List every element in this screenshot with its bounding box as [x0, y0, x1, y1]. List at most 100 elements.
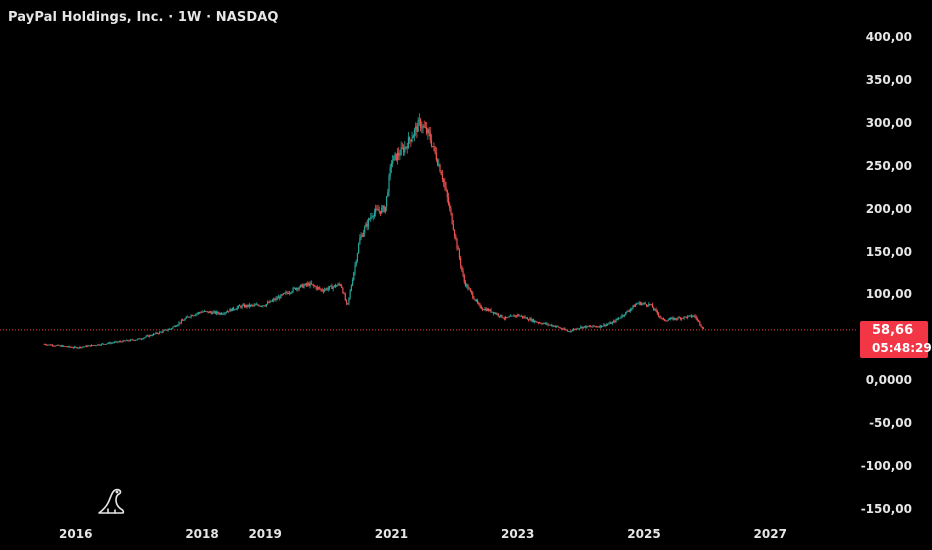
dinosaur-icon[interactable] — [95, 485, 129, 519]
candle-body — [608, 323, 610, 325]
candle-body — [349, 290, 351, 298]
candle-body — [538, 322, 541, 324]
candle-body — [152, 333, 155, 336]
candle-body — [432, 146, 434, 147]
candle-body — [178, 322, 180, 325]
candle-body — [86, 345, 88, 347]
y-tick-label: -150,00 — [860, 502, 912, 516]
candle-body — [281, 294, 283, 296]
y-tick-label: 0,0000 — [865, 373, 912, 388]
candle-body — [241, 305, 243, 308]
candle-body — [162, 330, 164, 333]
candle-body — [235, 309, 237, 310]
candle-body — [188, 316, 190, 318]
candle-body — [566, 330, 569, 332]
candle-body — [487, 309, 490, 312]
candle-body — [530, 318, 532, 322]
candle-body — [372, 216, 374, 217]
candle-body — [106, 343, 108, 345]
candle-body — [518, 314, 520, 317]
candle-body — [266, 302, 269, 305]
candle-body — [370, 216, 372, 220]
candle-body — [626, 311, 628, 312]
candle-body — [99, 345, 101, 346]
candle-body — [293, 287, 295, 289]
candle-body — [316, 287, 318, 289]
candle-body — [81, 346, 83, 348]
candle-body — [376, 208, 378, 210]
candle-body — [479, 304, 481, 307]
candle-body — [672, 317, 674, 320]
candle-body — [320, 289, 322, 290]
candle-body — [183, 320, 185, 321]
candle-body — [98, 344, 100, 346]
candle-body — [54, 345, 56, 347]
candle-body — [475, 300, 478, 301]
candle-body — [426, 127, 428, 134]
candle-body — [297, 287, 299, 290]
candle-body — [212, 312, 214, 314]
candle-body — [245, 305, 247, 308]
candle-body — [696, 318, 698, 320]
candle-body — [133, 340, 135, 341]
candle-body — [338, 284, 340, 285]
candle-body — [138, 338, 140, 340]
candle-body — [565, 329, 567, 331]
candle-body — [577, 328, 580, 330]
candle-body — [270, 300, 272, 302]
candle-body — [163, 330, 165, 331]
candle-body — [290, 292, 292, 294]
candle-body — [70, 347, 72, 348]
candle-body — [555, 325, 558, 327]
candle-body — [287, 292, 289, 294]
candle-body — [116, 341, 118, 343]
candle-body — [328, 286, 331, 289]
candle-body — [345, 300, 348, 304]
candle-body — [634, 304, 637, 307]
candle-body — [441, 174, 444, 180]
candle-body — [521, 315, 524, 318]
y-tick-label: 200,00 — [865, 201, 912, 216]
candle-body — [377, 209, 379, 211]
y-tick-label: 100,00 — [865, 287, 912, 302]
candle-body — [107, 342, 110, 344]
candle-body — [632, 305, 634, 308]
candle-body — [215, 311, 218, 314]
candle-body — [666, 320, 668, 322]
candle-body — [698, 319, 700, 322]
candle-body — [575, 328, 577, 330]
candle-body — [171, 328, 173, 330]
candle-body — [542, 323, 544, 325]
candle-body — [172, 326, 174, 329]
candle-body — [701, 326, 703, 329]
y-tick-label: 250,00 — [865, 158, 912, 173]
candle-body — [461, 265, 463, 271]
candle-body — [186, 316, 189, 318]
candle-body — [332, 286, 334, 289]
candle-body — [112, 342, 114, 344]
candle-body — [158, 331, 161, 334]
candle-body — [315, 286, 317, 289]
candle-body — [664, 319, 666, 321]
candle-body — [309, 282, 311, 286]
candle-body — [388, 175, 390, 193]
candle-body — [48, 344, 50, 346]
candle-body — [511, 315, 513, 317]
candle-body — [534, 320, 536, 323]
candle-body — [127, 339, 129, 341]
candle-body — [497, 313, 499, 316]
candle-body — [139, 338, 141, 340]
candle-body — [362, 232, 365, 237]
candle-body — [243, 304, 246, 308]
candle-body — [656, 310, 658, 314]
candle-body — [156, 332, 158, 334]
candle-body — [189, 316, 191, 318]
candle-body — [143, 337, 145, 339]
candle-body — [115, 341, 117, 343]
candle-body — [126, 339, 128, 341]
candle-body — [491, 311, 493, 313]
candle-body — [275, 297, 277, 300]
candle-body — [166, 329, 168, 331]
